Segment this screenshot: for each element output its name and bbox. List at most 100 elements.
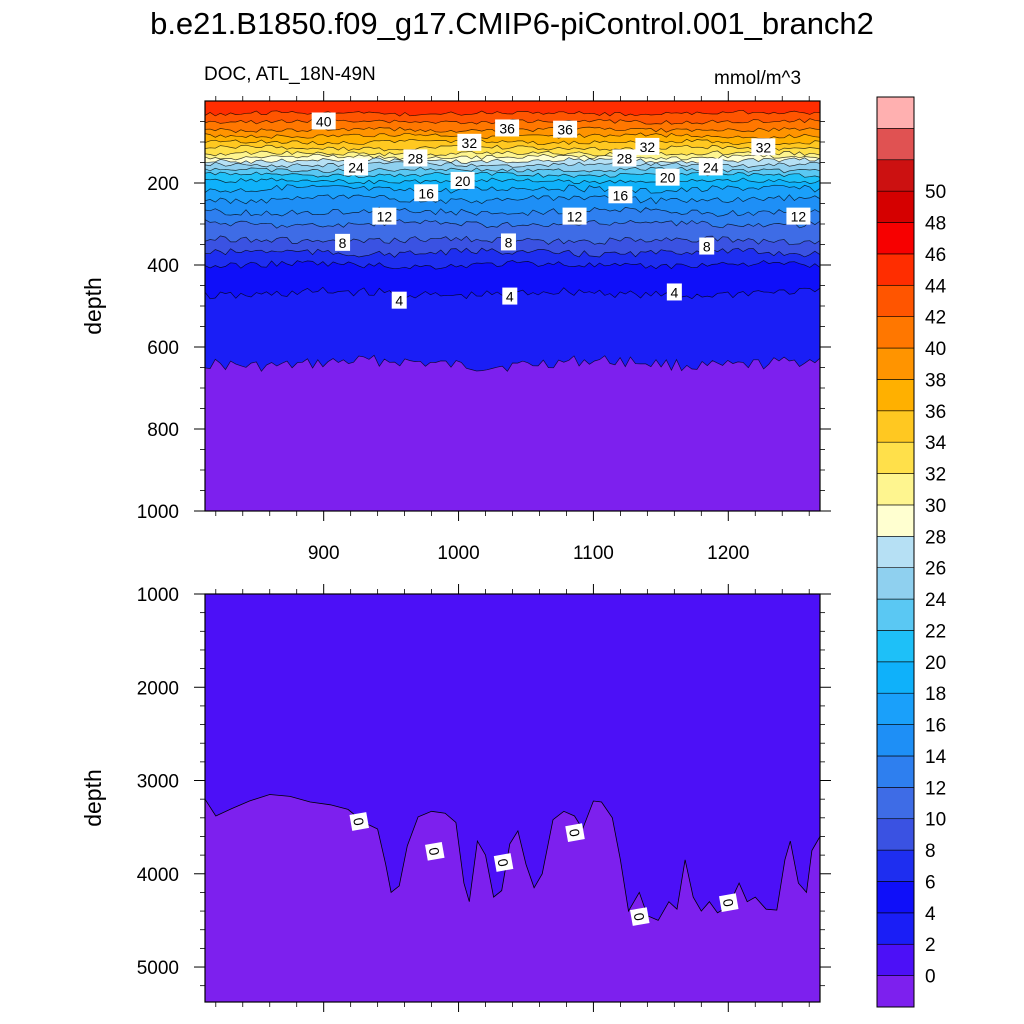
colorbar-label: 44: [925, 276, 947, 297]
contour-label: 28: [612, 149, 637, 167]
colorbar-label: 28: [925, 527, 946, 548]
contour-label-box: [635, 137, 660, 155]
contour-label-box: [450, 171, 475, 189]
colorbar-swatch: [876, 598, 915, 631]
colorbar-label: 32: [925, 465, 946, 486]
colorbar-label: 8: [925, 841, 936, 862]
contour-label: 24: [698, 158, 723, 176]
contour-label-text: 8: [703, 239, 711, 255]
contour-label-text: 0: [495, 857, 512, 868]
contour-label-text: 4: [395, 293, 403, 309]
contour-line: [205, 138, 820, 146]
contour-label-box: [335, 233, 351, 251]
upper-ytick-label: 200: [147, 174, 179, 195]
contour-label-text: 20: [455, 173, 471, 189]
contour-label-box: [612, 149, 637, 167]
contour-label-text: 8: [505, 234, 513, 250]
contour-line: [205, 219, 820, 229]
lower-band-0: [205, 794, 820, 1002]
contour-label: 12: [786, 207, 811, 225]
contour-label-text: 32: [640, 139, 656, 155]
contour-label: 16: [608, 186, 633, 204]
contour-label-box: [751, 138, 776, 156]
contour-line: [205, 150, 820, 157]
lower-ytick-label: 3000: [137, 772, 179, 793]
contour-label-box: [562, 207, 587, 225]
colorbar-swatch: [876, 943, 915, 976]
contour-label-box: [553, 120, 578, 138]
contour-label: 12: [372, 207, 397, 225]
contour-label-box: [699, 237, 715, 255]
contour-line: [205, 109, 820, 117]
colorbar-swatch: [876, 441, 915, 474]
upper-ytick-label: 400: [147, 256, 179, 277]
contour-line: [205, 260, 820, 270]
contour-label: 32: [751, 138, 776, 156]
contour-label: 24: [344, 158, 369, 176]
colorbar-label: 34: [925, 433, 947, 454]
colorbar-swatch: [876, 849, 915, 882]
colorbar-swatch: [876, 661, 915, 694]
contour-label-box: [698, 158, 723, 176]
contour-label-box: [565, 823, 585, 843]
contour-label-box: [502, 287, 518, 305]
colorbar-label: 48: [925, 214, 946, 235]
contour-label-box: [495, 119, 520, 137]
upper-ytick-label: 1000: [137, 502, 179, 523]
colorbar-label: 20: [925, 653, 946, 674]
contour-label: 4: [666, 283, 682, 301]
contour-label-text: 32: [462, 135, 478, 151]
upper-xtick-label: 1200: [707, 543, 749, 564]
colorbar-label: 38: [925, 370, 946, 391]
upper-plot-area: 40 36 36 32 32 32 28 28 24 24 20 20 16 16 12 12 12 8 8 8 4 4 4: [205, 101, 820, 511]
contour-label-box: [719, 893, 739, 912]
contour-label-text: 36: [499, 120, 515, 136]
contour-label-box: [425, 841, 445, 861]
colorbar-swatch: [876, 536, 915, 568]
upper-xtick-label: 1100: [573, 543, 614, 564]
colorbar-label: 30: [925, 496, 946, 517]
lower-ytick-label: 4000: [137, 865, 179, 886]
units-label: mmol/m^3: [714, 68, 802, 89]
contour-label-box: [311, 112, 336, 130]
contour-label-text: 4: [506, 289, 514, 305]
contour-line: [205, 184, 820, 195]
colorbar-label: 6: [925, 872, 936, 893]
colorbar-swatch: [876, 504, 915, 537]
contour-label: 16: [414, 184, 439, 202]
colorbar-swatch: [876, 253, 915, 286]
upper-ytick-label: 800: [147, 420, 179, 441]
colorbar-label: 2: [925, 935, 936, 956]
colorbar-label: 42: [925, 308, 946, 329]
contour-label-text: 0: [631, 911, 648, 922]
contour-line: [205, 144, 820, 152]
contour-label-text: 12: [567, 209, 583, 225]
contour-label-box: [786, 207, 811, 225]
contour-label: 0: [425, 841, 445, 861]
contour-label: 0: [719, 893, 739, 912]
contour-label-box: [608, 186, 633, 204]
contour-label-text: 0: [426, 846, 443, 857]
contour-label: 0: [565, 823, 585, 843]
contour-label-text: 36: [557, 122, 573, 138]
contour-label-text: 4: [670, 284, 678, 300]
lower-ylabel: depth: [80, 769, 106, 827]
contour-label-box: [655, 168, 680, 186]
colorbar-swatch: [876, 473, 915, 506]
contour-label: 36: [495, 119, 520, 137]
colorbar-swatch: [876, 347, 915, 380]
contour-line: [205, 194, 820, 205]
colorbar-swatch: [876, 692, 915, 725]
colorbar-frame: [876, 96, 915, 1008]
upper-ytick-label: 600: [147, 338, 179, 359]
contour-label: 32: [635, 137, 660, 155]
contour-line: [205, 354, 820, 372]
contour-label: 8: [500, 233, 516, 251]
contour-label-text: 16: [613, 187, 629, 203]
contour-label-text: 8: [339, 235, 347, 251]
colorbar-label: 12: [925, 778, 946, 799]
colorbar-swatch: [876, 316, 915, 349]
contour-line: [205, 206, 820, 217]
contour-line: [205, 247, 820, 258]
colorbar-label: 40: [925, 339, 946, 360]
